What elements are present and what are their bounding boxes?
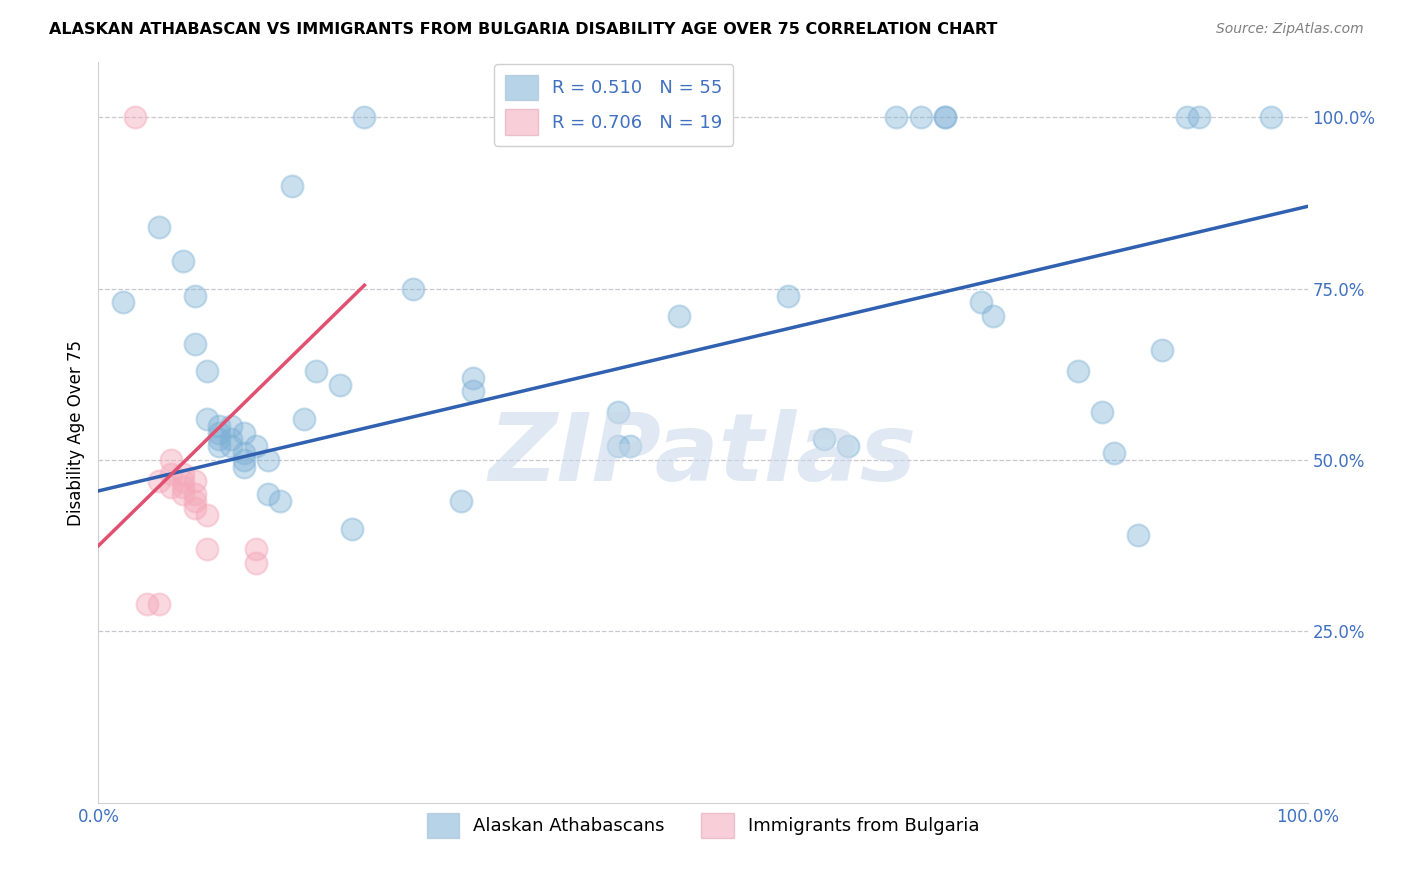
Point	[232, 453, 254, 467]
Point	[970, 295, 993, 310]
Point	[111, 295, 134, 310]
Point	[172, 480, 194, 494]
Point	[450, 494, 472, 508]
Point	[607, 439, 630, 453]
Text: ALASKAN ATHABASCAN VS IMMIGRANTS FROM BULGARIA DISABILITY AGE OVER 75 CORRELATIO: ALASKAN ATHABASCAN VS IMMIGRANTS FROM BU…	[49, 22, 998, 37]
Point	[221, 439, 243, 453]
Point	[245, 542, 267, 557]
Point	[184, 494, 207, 508]
Point	[1067, 364, 1090, 378]
Point	[184, 501, 207, 516]
Point	[172, 254, 194, 268]
Point	[1175, 110, 1198, 124]
Point	[245, 556, 267, 570]
Point	[776, 288, 799, 302]
Point	[135, 597, 157, 611]
Point	[184, 288, 207, 302]
Point	[232, 425, 254, 440]
Point	[1091, 405, 1114, 419]
Point	[813, 433, 835, 447]
Point	[184, 487, 207, 501]
Point	[221, 433, 243, 447]
Legend: Alaskan Athabascans, Immigrants from Bulgaria: Alaskan Athabascans, Immigrants from Bul…	[419, 805, 987, 846]
Y-axis label: Disability Age Over 75: Disability Age Over 75	[66, 340, 84, 525]
Point	[619, 439, 641, 453]
Point	[148, 474, 170, 488]
Point	[195, 364, 218, 378]
Point	[148, 219, 170, 234]
Point	[195, 412, 218, 426]
Point	[256, 487, 278, 501]
Point	[124, 110, 146, 124]
Point	[172, 467, 194, 481]
Point	[208, 425, 231, 440]
Point	[463, 384, 485, 399]
Point	[886, 110, 908, 124]
Point	[607, 405, 630, 419]
Point	[692, 110, 714, 124]
Point	[172, 474, 194, 488]
Point	[668, 309, 690, 323]
Point	[148, 597, 170, 611]
Point	[160, 480, 183, 494]
Point	[981, 309, 1004, 323]
Point	[208, 418, 231, 433]
Text: ZIPatlas: ZIPatlas	[489, 409, 917, 500]
Point	[463, 371, 485, 385]
Point	[571, 110, 593, 124]
Point	[329, 377, 352, 392]
Point	[934, 110, 956, 124]
Point	[195, 542, 218, 557]
Point	[353, 110, 375, 124]
Point	[208, 433, 231, 447]
Point	[1260, 110, 1282, 124]
Point	[160, 453, 183, 467]
Point	[910, 110, 932, 124]
Point	[1188, 110, 1211, 124]
Point	[934, 110, 956, 124]
Point	[184, 474, 207, 488]
Point	[269, 494, 291, 508]
Point	[1128, 528, 1150, 542]
Point	[402, 282, 425, 296]
Point	[160, 467, 183, 481]
Point	[837, 439, 859, 453]
Point	[292, 412, 315, 426]
Point	[208, 439, 231, 453]
Point	[184, 336, 207, 351]
Point	[342, 522, 364, 536]
Point	[281, 178, 304, 193]
Point	[1102, 446, 1125, 460]
Point	[232, 446, 254, 460]
Point	[221, 418, 243, 433]
Point	[232, 459, 254, 474]
Point	[245, 439, 267, 453]
Point	[195, 508, 218, 522]
Point	[172, 487, 194, 501]
Point	[1152, 343, 1174, 358]
Point	[256, 453, 278, 467]
Text: Source: ZipAtlas.com: Source: ZipAtlas.com	[1216, 22, 1364, 37]
Point	[305, 364, 328, 378]
